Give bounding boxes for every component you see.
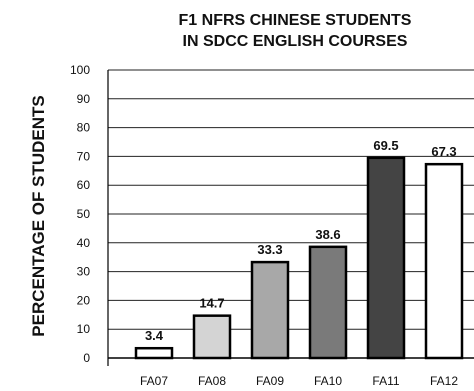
data-label-fa12: 67.3 [431, 144, 456, 159]
x-tick-label-fa11: FA11 [372, 374, 399, 388]
bars [134, 156, 464, 360]
y-tick-label: 80 [77, 121, 91, 135]
bar-fa07 [134, 346, 174, 360]
x-tick-label-fa12: FA12 [430, 374, 458, 388]
x-tick-label-fa08: FA08 [198, 374, 226, 388]
chart-title-line-2: IN SDCC ENGLISH COURSES [183, 33, 408, 50]
data-label-fa11: 69.5 [373, 138, 398, 153]
chart-title: F1 NFRS CHINESE STUDENTS IN SDCC ENGLISH… [179, 12, 412, 50]
x-tick-labels: FA07 FA08 FA09 FA10 FA11 FA12 [140, 374, 458, 388]
bar-fa11 [366, 156, 406, 360]
gridlines [108, 69, 474, 359]
y-tick-label: 40 [77, 236, 91, 250]
bar-fa12 [424, 162, 464, 360]
y-tick-label: 60 [77, 178, 91, 192]
data-labels: 3.4 14.7 33.3 38.6 69.5 67.3 [145, 138, 457, 343]
x-tick-label-fa07: FA07 [140, 374, 168, 388]
axes [107, 70, 474, 366]
y-axis-label: PERCENTAGE OF STUDENTS [29, 95, 48, 336]
y-tick-label: 0 [83, 351, 90, 365]
y-tick-label: 20 [77, 293, 91, 307]
y-tick-label: 90 [77, 92, 91, 106]
y-tick-label: 50 [77, 207, 91, 221]
y-tick-label: 30 [77, 265, 91, 279]
chart-title-line-1: F1 NFRS CHINESE STUDENTS [179, 12, 412, 29]
y-tick-label: 10 [77, 322, 91, 336]
data-label-fa08: 14.7 [199, 296, 224, 311]
x-tick-label-fa09: FA09 [256, 374, 284, 388]
y-tick-labels: 0 10 20 30 40 50 60 70 80 90 100 [70, 63, 90, 365]
bar-fa08 [192, 314, 232, 360]
y-tick-label: 100 [70, 63, 90, 77]
y-tick-label: 70 [77, 149, 91, 163]
data-label-fa10: 38.6 [315, 227, 340, 242]
bar-fa09 [250, 260, 290, 360]
bar-fa10 [308, 245, 348, 360]
data-label-fa09: 33.3 [257, 242, 282, 257]
data-label-fa07: 3.4 [145, 328, 164, 343]
x-tick-label-fa10: FA10 [314, 374, 342, 388]
